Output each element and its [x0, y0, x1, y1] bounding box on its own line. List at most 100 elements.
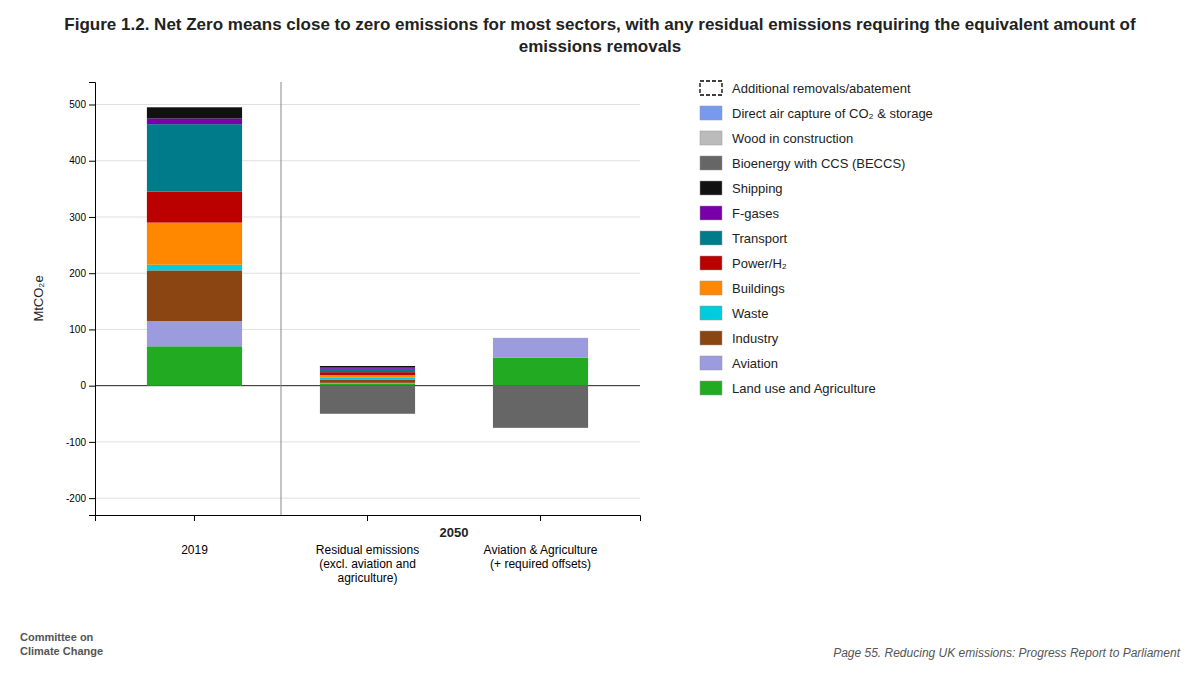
bar-segment: [320, 372, 415, 375]
bars: [147, 107, 588, 428]
y-tick-mark: [89, 329, 95, 330]
legend-swatch: [700, 256, 722, 270]
bar-segment: [320, 379, 415, 382]
y-tick: 500: [69, 99, 95, 110]
legend-item: Bioenergy with CCS (BECCS): [700, 156, 905, 171]
x-axis-line: [96, 516, 641, 522]
legend-swatch: [700, 181, 722, 195]
x-tick: Aviation & Agriculture(+ required offset…: [484, 515, 598, 571]
legend-label: Bioenergy with CCS (BECCS): [732, 156, 905, 171]
y-tick-mark: [89, 104, 95, 105]
legend-label: Aviation: [732, 356, 778, 371]
y-axis-line: [89, 83, 96, 516]
x-tick-label: Residual emissions(excl. aviation andagr…: [316, 543, 419, 586]
legend-swatch: [700, 331, 722, 345]
y-tick-mark: [89, 442, 95, 443]
legend-swatch: [700, 156, 722, 170]
x-axis: 2019 Residual emissions(excl. aviation an…: [96, 515, 641, 585]
legend-item: F-gases: [700, 206, 779, 221]
y-axis-title: MtCO₂e: [31, 275, 46, 321]
legend-item: Transport: [700, 231, 788, 246]
bar-segment: [493, 386, 588, 428]
x-tick: Residual emissions(excl. aviation andagr…: [316, 515, 419, 585]
legend-swatch: [700, 306, 722, 320]
legend: Additional removals/abatement Direct air …: [700, 81, 933, 396]
y-tick-mark: [89, 161, 95, 162]
y-tick-mark: [89, 217, 95, 218]
x-tick-label: Aviation & Agriculture(+ required offset…: [484, 543, 598, 571]
bar-segment: [493, 358, 588, 386]
legend-swatch: [700, 356, 722, 370]
logo-text: Committee onClimate Change: [20, 631, 103, 657]
x-tick-mark: [194, 515, 195, 521]
grid-line: [95, 104, 640, 105]
legend-label: Industry: [732, 331, 779, 346]
grid-line: [95, 498, 640, 499]
bar-segment: [147, 192, 242, 223]
legend-item: Land use and Agriculture: [700, 381, 876, 396]
legend-item: Buildings: [700, 281, 785, 296]
bar-segment: [493, 338, 588, 358]
y-tick-mark: [89, 498, 95, 499]
grid-line: [95, 441, 640, 442]
bar-segment: [147, 270, 242, 321]
legend-item: Industry: [700, 331, 779, 346]
bar-segment: [147, 223, 242, 265]
y-tick-mark: [89, 386, 95, 387]
y-tick-mark: [89, 273, 95, 274]
legend-label: Waste: [732, 306, 768, 321]
y-tick-label: -100: [66, 437, 86, 448]
y-tick-label: 100: [69, 324, 86, 335]
legend-swatch: [700, 106, 722, 120]
legend-swatch: [700, 81, 722, 95]
legend-item: Shipping: [700, 181, 783, 196]
bar-segment: [147, 346, 242, 385]
bar-segment: [320, 383, 415, 384]
y-tick-label: 500: [69, 99, 86, 110]
y-tick: 100: [69, 324, 95, 335]
legend-label: F-gases: [732, 206, 779, 221]
y-tick: 200: [69, 268, 95, 279]
y-tick: 0: [80, 380, 95, 391]
legend-item: Direct air capture of CO₂ & storage: [700, 106, 933, 121]
bar-segment: [320, 378, 415, 380]
y-tick-label: 0: [80, 380, 86, 391]
x-tick-label: 2019: [181, 543, 208, 557]
y-tick: 300: [69, 212, 95, 223]
legend-label: Shipping: [732, 181, 783, 196]
legend-swatch: [700, 381, 722, 395]
legend-label: Additional removals/abatement: [732, 81, 911, 96]
x-tick-mark: [367, 515, 368, 521]
title: Figure 1.2. Net Zero means close to zero…: [64, 15, 1136, 56]
chart: Figure 1.2. Net Zero means close to zero…: [0, 0, 1200, 675]
legend-label: Wood in construction: [732, 131, 853, 146]
bar-segment: [320, 368, 415, 369]
bar-segment: [320, 384, 415, 386]
legend-label: Land use and Agriculture: [732, 381, 876, 396]
y-tick: -100: [66, 437, 95, 448]
legend-label: Transport: [732, 231, 788, 246]
legend-item: Power/H₂: [700, 256, 787, 271]
y-tick: -200: [66, 493, 95, 504]
legend-item: Aviation: [700, 356, 778, 371]
bar-segment: [320, 386, 415, 414]
y-tick-label: 200: [69, 268, 86, 279]
legend-item: Wood in construction: [700, 131, 853, 146]
y-tick: 400: [69, 155, 95, 166]
legend-swatch: [700, 206, 722, 220]
grid: [95, 104, 640, 498]
y-axis: -200 -100 0 100 200 300 400 500: [66, 83, 96, 516]
legend-label: Direct air capture of CO₂ & storage: [732, 106, 933, 121]
bar-segment: [320, 366, 415, 368]
group-separator: [280, 82, 281, 515]
y-tick-label: -200: [66, 493, 86, 504]
bar-segment: [320, 375, 415, 378]
bar-segment: [147, 107, 242, 118]
bar-segment: [147, 321, 242, 346]
legend-swatch: [700, 131, 722, 145]
x-tick: 2019: [181, 515, 208, 557]
bar-segment: [147, 119, 242, 125]
x-tick-mark: [540, 515, 541, 521]
bar-segment: [320, 369, 415, 372]
footer-text: Page 55. Reducing UK emissions: Progress…: [833, 646, 1181, 660]
